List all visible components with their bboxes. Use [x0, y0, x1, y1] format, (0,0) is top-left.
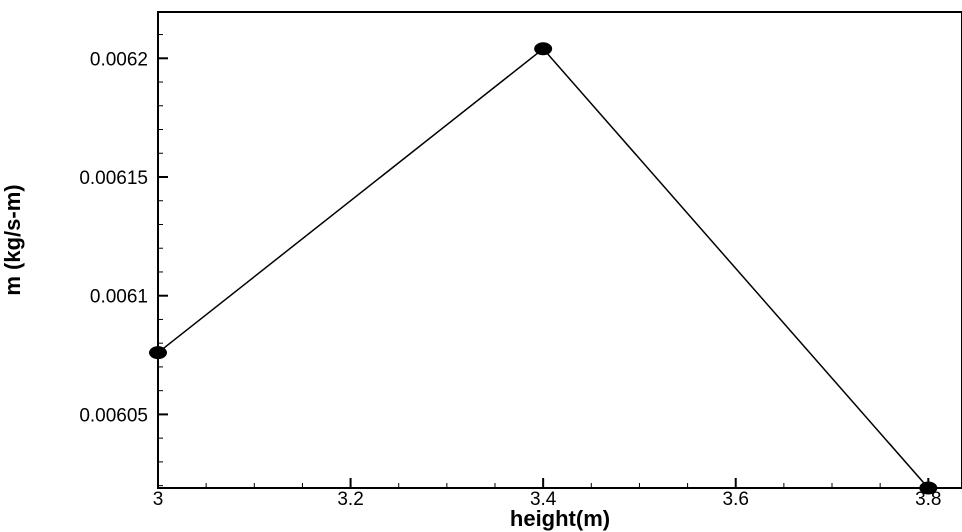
- data-point-marker: [534, 42, 553, 56]
- data-point-marker: [919, 481, 938, 495]
- data-point-marker: [149, 346, 167, 360]
- y-tick-label: 0.00615: [79, 168, 148, 189]
- x-axis-title: height(m): [510, 506, 610, 531]
- y-tick-label: 0.0062: [90, 49, 148, 70]
- y-axis-title: m (kg/s-m): [0, 184, 25, 295]
- x-tick-label: 3.8: [915, 489, 941, 510]
- x-tick-label: 3.2: [337, 489, 363, 510]
- x-tick-label: 3: [153, 489, 164, 510]
- x-tick-label: 3.4: [530, 489, 557, 510]
- tick-labels: 3 3.2 3.4 3.6 3.8 0.00605 0.0061 0.00615 0.0062: [79, 49, 941, 510]
- plot-frame: [157, 11, 962, 489]
- series-line: [157, 47, 929, 489]
- series-layer: [149, 42, 938, 495]
- y-tick-label: 0.0061: [90, 287, 148, 308]
- minor-ticks: [158, 34, 881, 488]
- x-tick-label: 3.6: [723, 489, 749, 510]
- y-tick-label: 0.00605: [79, 405, 148, 426]
- major-ticks: [157, 57, 930, 488]
